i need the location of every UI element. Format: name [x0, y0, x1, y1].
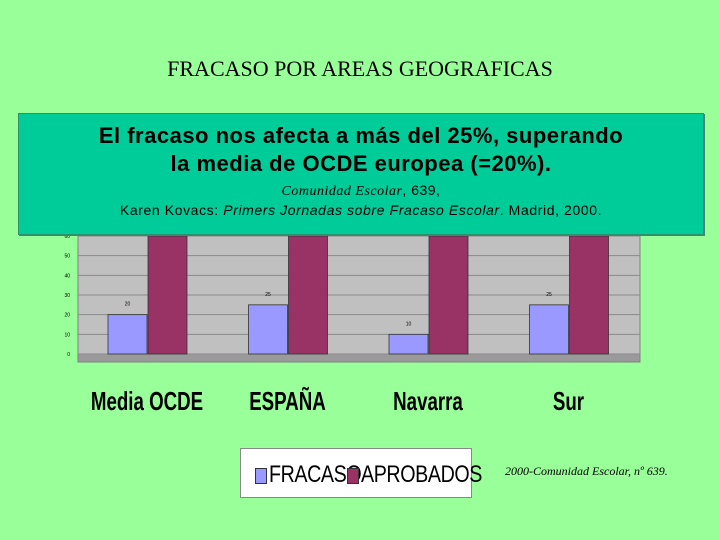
slide-title: FRACASO POR AREAS GEOGRAFICAS — [167, 56, 553, 81]
citation-issue: , 639, — [402, 182, 441, 198]
legend-label-aprobados: APROBADOS — [361, 461, 482, 488]
bar-fracaso-1 — [248, 304, 288, 355]
citation-journal-line: Comunidad Escolar, 639, — [19, 182, 703, 200]
callout-line-1: El fracaso nos afecta a más del 25%, sup… — [98, 123, 624, 148]
citation-author: Karen Kovacs: — [119, 202, 224, 218]
callout-line-2: la media de OCDE europea (=20%). — [170, 151, 552, 176]
bar-aprobados-3 — [569, 235, 609, 355]
category-label: Sur — [553, 386, 584, 416]
plot-floor — [77, 353, 641, 363]
legend-label-fracaso: FRACASO — [269, 461, 362, 488]
bar-fracaso-2 — [388, 333, 429, 355]
callout-statement: El fracaso nos afecta a más del 25%, sup… — [19, 122, 703, 178]
callout-box: El fracaso nos afecta a más del 25%, sup… — [18, 113, 704, 235]
chart-legend: FRACASO APROBADOS — [240, 448, 482, 498]
bar-aprobados-0 — [147, 235, 188, 355]
data-label: 25 — [546, 292, 552, 298]
category-label: Media OCDE — [91, 386, 203, 416]
category-label: ESPAÑA — [249, 386, 326, 416]
y-tick-label: 50 — [64, 254, 70, 260]
y-tick-label: 0 — [67, 352, 70, 358]
y-tick-label: 60 — [64, 234, 70, 240]
source-note: 2000-Comunidad Escolar, nº 639. — [505, 464, 668, 478]
category-label: Navarra — [393, 386, 463, 416]
legend-swatch-fracaso — [255, 468, 267, 484]
y-tick-label: 30 — [64, 293, 70, 299]
citation-author-line: Karen Kovacs: Primers Jornadas sobre Fra… — [19, 202, 703, 218]
citation-journal: Comunidad Escolar — [281, 184, 403, 199]
legend-swatch-aprobados — [347, 468, 359, 484]
citation-work: Primers Jornadas sobre Fracaso Escolar — [223, 202, 500, 218]
data-label: 10 — [406, 321, 412, 327]
data-label: 25 — [265, 292, 271, 298]
bar-fracaso-3 — [529, 304, 569, 355]
y-tick-label: 10 — [64, 332, 70, 338]
bar-aprobados-2 — [428, 235, 469, 355]
citation-place: . Madrid, 2000. — [499, 202, 603, 218]
y-tick-label: 20 — [64, 313, 70, 319]
data-label: 20 — [125, 302, 131, 308]
bar-fracaso-0 — [107, 314, 148, 355]
y-tick-label: 40 — [64, 273, 70, 279]
bar-aprobados-1 — [288, 235, 328, 355]
